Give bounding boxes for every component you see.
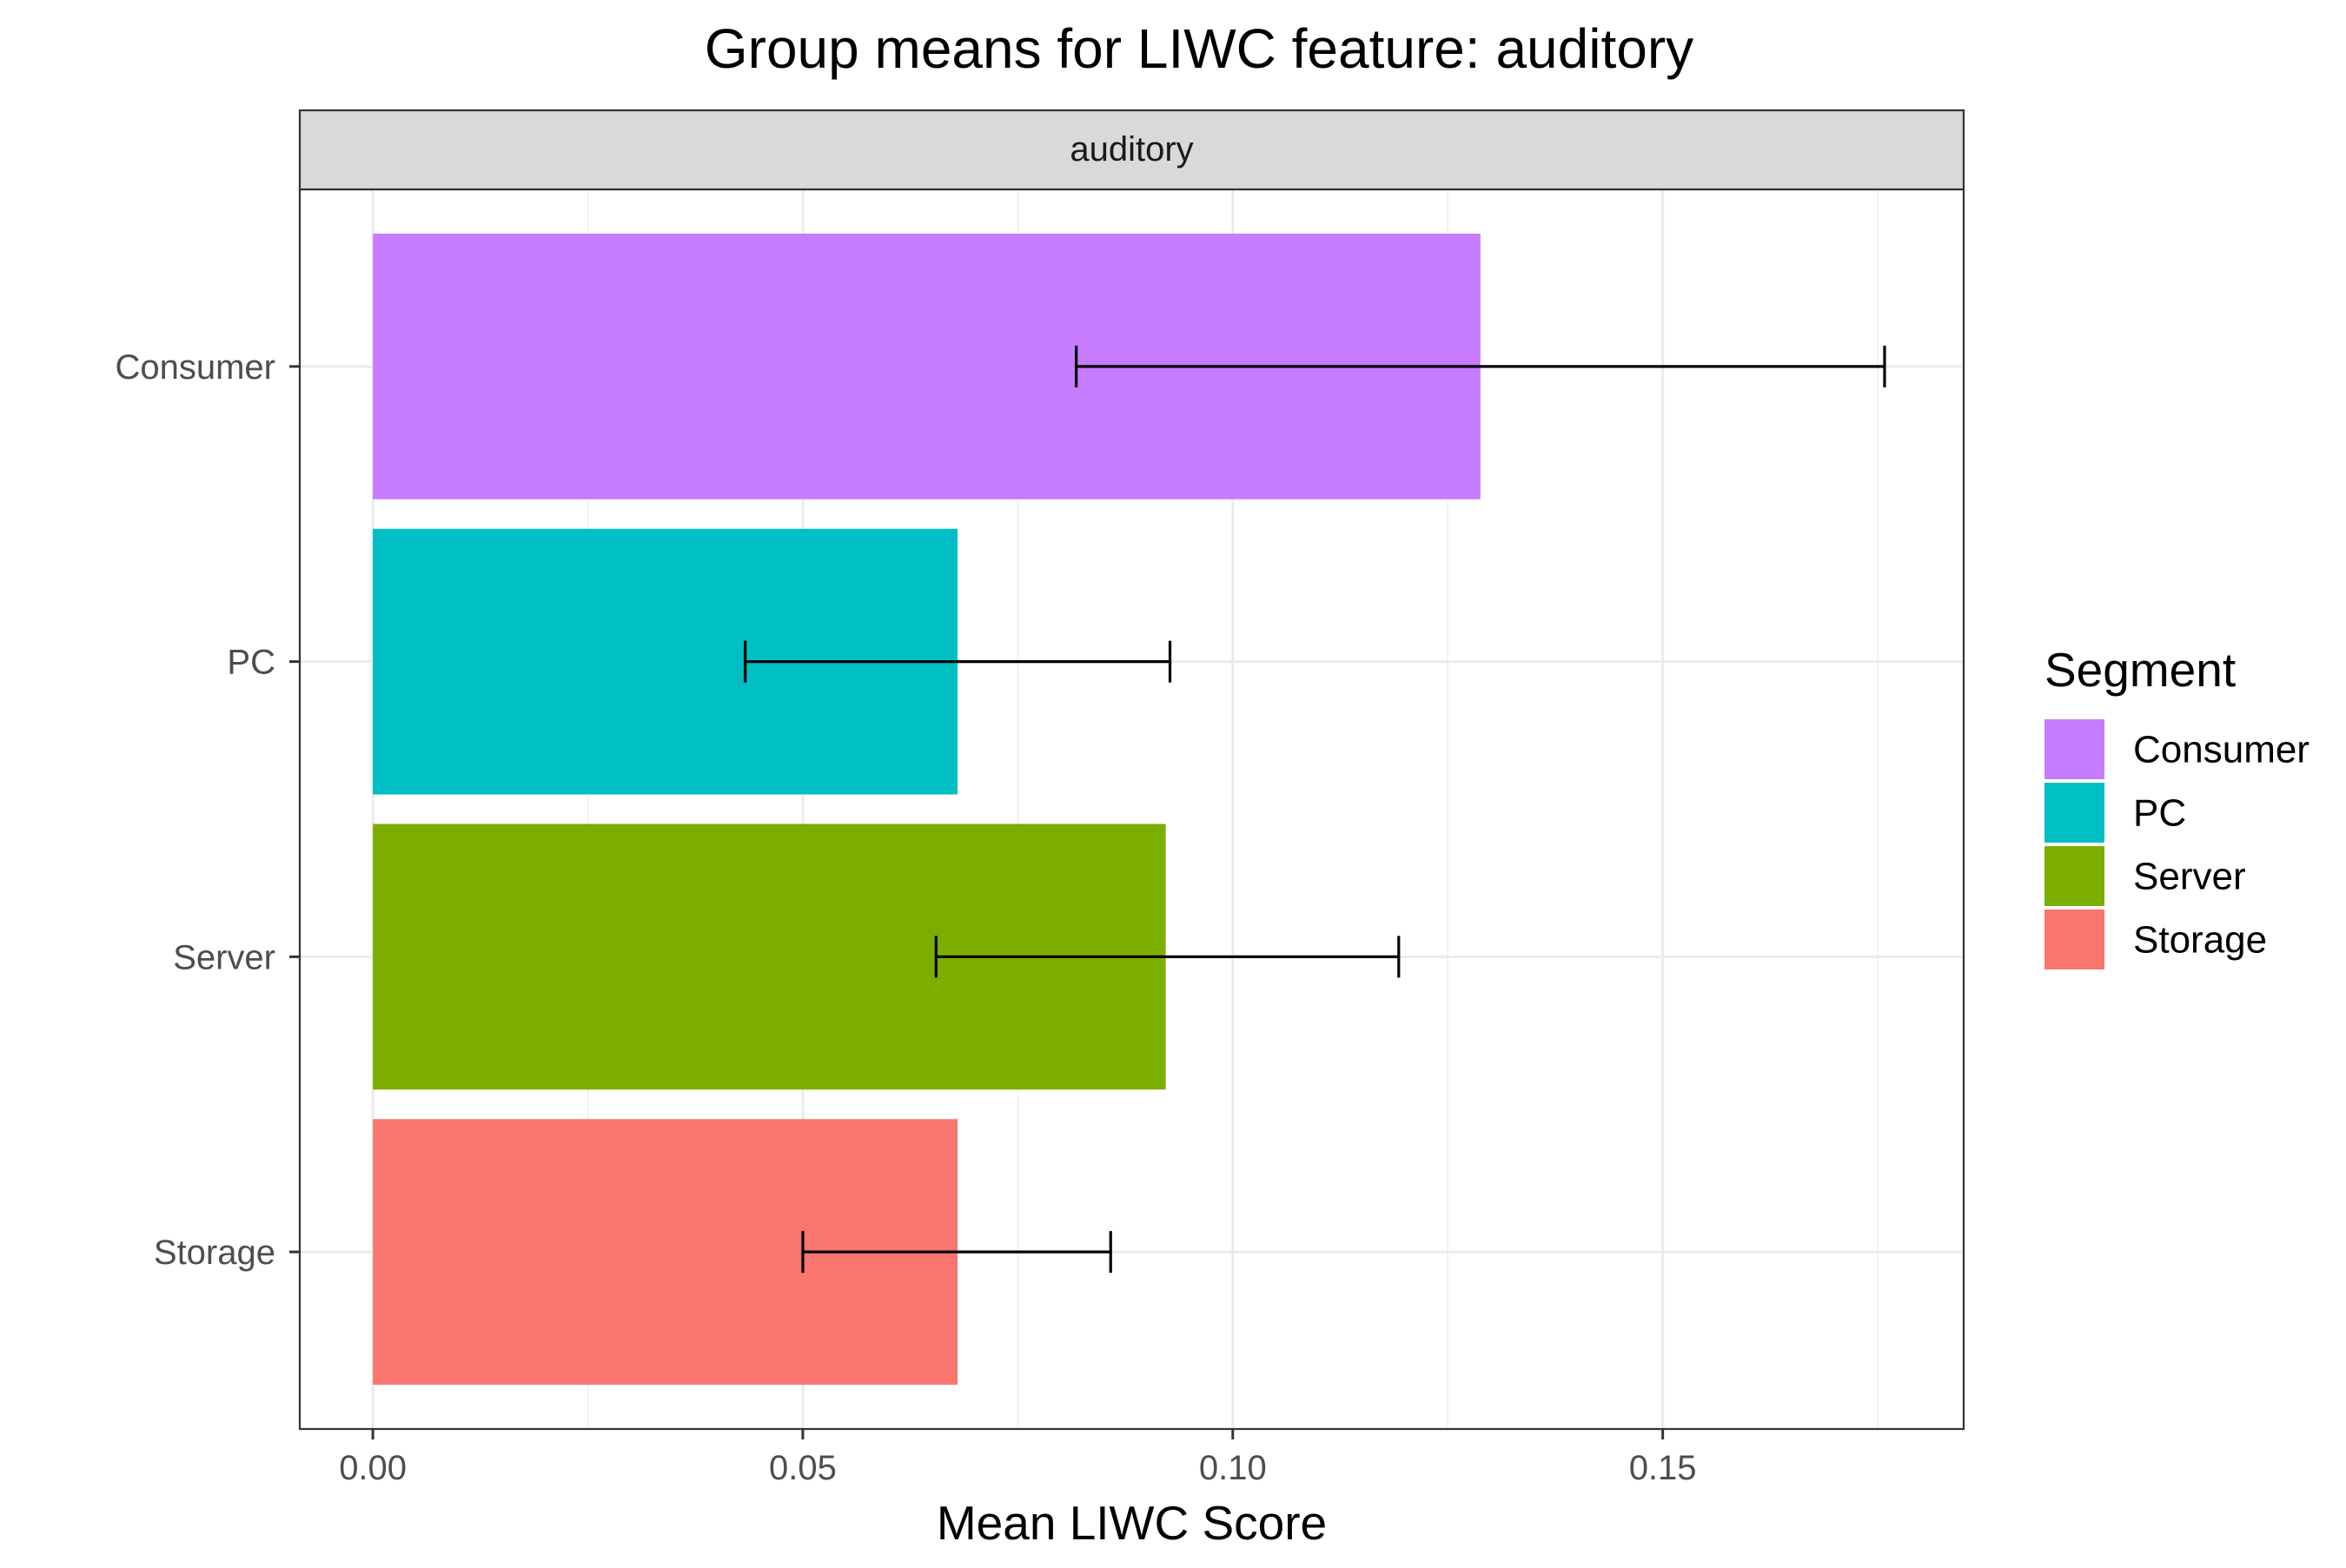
x-axis: 0.00 0.05 0.10 0.15 bbox=[339, 1429, 1697, 1487]
y-tick-label: Server bbox=[173, 938, 275, 976]
facet-strip-label: auditory bbox=[1070, 130, 1193, 169]
error-layer bbox=[744, 345, 1886, 1274]
legend-key-consumer bbox=[2044, 719, 2104, 779]
y-tick-label: PC bbox=[227, 644, 275, 682]
x-tick-label: 0.15 bbox=[1629, 1449, 1697, 1487]
legend-label: Storage bbox=[2133, 919, 2267, 962]
y-tick-label: Consumer bbox=[115, 348, 275, 387]
chart-title: Group means for LIWC feature: auditory bbox=[705, 17, 1693, 80]
legend: Segment Consumer PC Server Storage bbox=[2044, 643, 2310, 969]
legend-label: PC bbox=[2133, 792, 2186, 835]
y-tick-label: Storage bbox=[154, 1234, 275, 1272]
legend-key-storage bbox=[2044, 910, 2104, 969]
x-axis-title: Mean LIWC Score bbox=[937, 1496, 1327, 1550]
legend-label: Server bbox=[2133, 856, 2246, 898]
facet-strip bbox=[298, 109, 1965, 191]
legend-key-server bbox=[2044, 846, 2104, 906]
legend-key-pc bbox=[2044, 783, 2104, 843]
legend-label: Consumer bbox=[2133, 729, 2310, 771]
x-tick-label: 0.05 bbox=[769, 1449, 837, 1487]
legend-title: Segment bbox=[2044, 643, 2236, 697]
y-axis: Consumer PC Server Storage bbox=[115, 348, 300, 1272]
x-tick-label: 0.00 bbox=[339, 1449, 407, 1487]
x-tick-label: 0.10 bbox=[1199, 1449, 1267, 1487]
